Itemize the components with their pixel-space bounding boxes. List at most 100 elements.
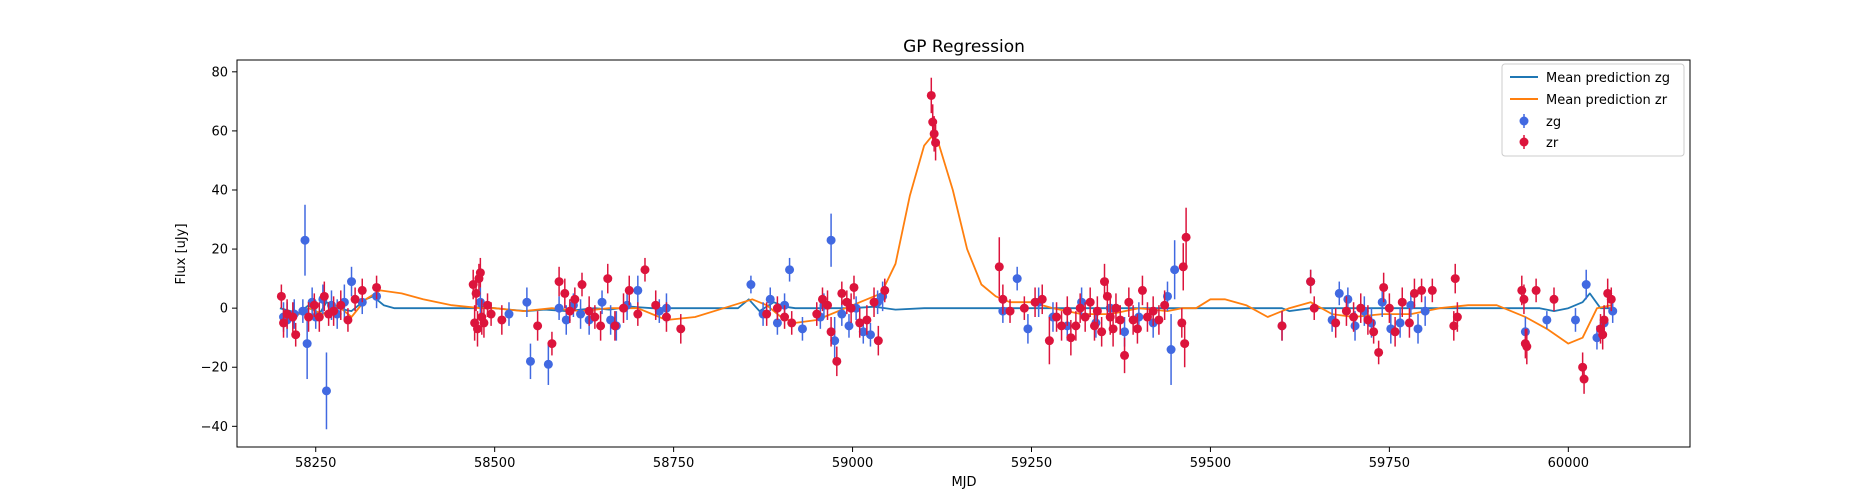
chart-title: GP Regression xyxy=(903,37,1025,57)
zr-point xyxy=(1374,347,1384,357)
zr-point xyxy=(596,321,606,331)
zr-point xyxy=(497,315,507,325)
zr-point xyxy=(1427,285,1437,295)
legend-marker-point xyxy=(1519,116,1529,126)
zr-point xyxy=(479,318,489,328)
zr-point xyxy=(1379,282,1389,292)
zr-point xyxy=(1369,327,1379,337)
zr-point xyxy=(475,268,485,278)
zr-point xyxy=(1080,312,1090,322)
y-axis-label: Flux [uJy] xyxy=(174,223,189,284)
x-tick-label: 60000 xyxy=(1548,456,1589,471)
zg-point xyxy=(543,359,553,369)
zr-point xyxy=(357,285,367,295)
zr-point xyxy=(1030,297,1040,307)
zg-point xyxy=(765,294,775,304)
zr-point xyxy=(1120,350,1130,360)
zr-point xyxy=(1409,288,1419,298)
zr-point xyxy=(869,297,879,307)
zr-point xyxy=(849,282,859,292)
zg-point xyxy=(554,303,564,313)
zr-point xyxy=(772,303,782,313)
zg-point xyxy=(1170,265,1180,275)
zr-point xyxy=(1309,303,1319,313)
zr-point xyxy=(314,312,324,322)
zr-point xyxy=(1356,303,1366,313)
zr-point xyxy=(1341,306,1351,316)
zr-point xyxy=(787,318,797,328)
zr-point xyxy=(1404,318,1414,328)
zg-point xyxy=(772,318,782,328)
zg-point xyxy=(1581,280,1591,290)
zr-point xyxy=(1052,312,1062,322)
zg-point xyxy=(1608,306,1618,316)
zg-point xyxy=(1542,315,1552,325)
zr-point xyxy=(1075,303,1085,313)
zr-point xyxy=(1517,285,1527,295)
zr-point xyxy=(288,312,298,322)
zr-point xyxy=(817,294,827,304)
zr-point xyxy=(372,282,382,292)
zg-point xyxy=(525,356,535,366)
zg-point xyxy=(1023,324,1033,334)
zr-point xyxy=(640,265,650,275)
zr-point xyxy=(486,309,496,319)
zr-point xyxy=(762,309,772,319)
zr-point xyxy=(1132,324,1142,334)
zg-point xyxy=(300,235,310,245)
zr-point xyxy=(276,291,286,301)
zr-point xyxy=(1071,321,1081,331)
zr-point xyxy=(343,315,353,325)
zr-point xyxy=(1549,294,1559,304)
zr-point xyxy=(279,318,289,328)
zr-point xyxy=(837,288,847,298)
zg-point xyxy=(302,339,312,349)
x-tick-label: 59750 xyxy=(1369,456,1410,471)
zr-point xyxy=(826,327,836,337)
zr-point xyxy=(590,312,600,322)
zg-point xyxy=(865,330,875,340)
zr-point xyxy=(1397,297,1407,307)
zr-point xyxy=(880,285,890,295)
zr-point xyxy=(1531,285,1541,295)
zr-point xyxy=(929,129,939,139)
x-tick-label: 58250 xyxy=(295,456,336,471)
zr-point xyxy=(610,321,620,331)
zr-point xyxy=(1057,321,1067,331)
legend-label-zr-line: Mean prediction zr xyxy=(1546,93,1668,108)
zg-point xyxy=(1395,318,1405,328)
zr-point xyxy=(1450,274,1460,284)
zr-point xyxy=(1181,232,1191,242)
zg-point xyxy=(797,324,807,334)
zr-point xyxy=(603,274,613,284)
zr-point xyxy=(336,300,346,310)
zg-point xyxy=(522,297,532,307)
zr-point xyxy=(651,300,661,310)
zg-point xyxy=(1406,300,1416,310)
zr-point xyxy=(350,294,360,304)
zg-point xyxy=(633,285,643,295)
zg-point xyxy=(1166,345,1176,355)
zg-point xyxy=(597,297,607,307)
zr-point xyxy=(676,324,686,334)
zr-point xyxy=(1363,315,1373,325)
zr-point xyxy=(619,303,629,313)
zr-point xyxy=(633,309,643,319)
data-points xyxy=(276,77,1618,430)
y-tick-label: −20 xyxy=(201,361,228,376)
zr-point xyxy=(624,285,634,295)
zr-point xyxy=(1115,315,1125,325)
zg-point xyxy=(1377,297,1387,307)
zr-point xyxy=(1111,303,1121,313)
zg-point xyxy=(837,309,847,319)
zr-point xyxy=(998,294,1008,304)
zg-point xyxy=(844,321,854,331)
zr-point xyxy=(1578,362,1588,372)
legend-marker-point xyxy=(1519,137,1529,147)
zr-point xyxy=(1522,342,1532,352)
zr-point xyxy=(1349,312,1359,322)
zr-point xyxy=(547,339,557,349)
plot-area-frame xyxy=(236,59,1691,448)
zr-point xyxy=(1148,306,1158,316)
